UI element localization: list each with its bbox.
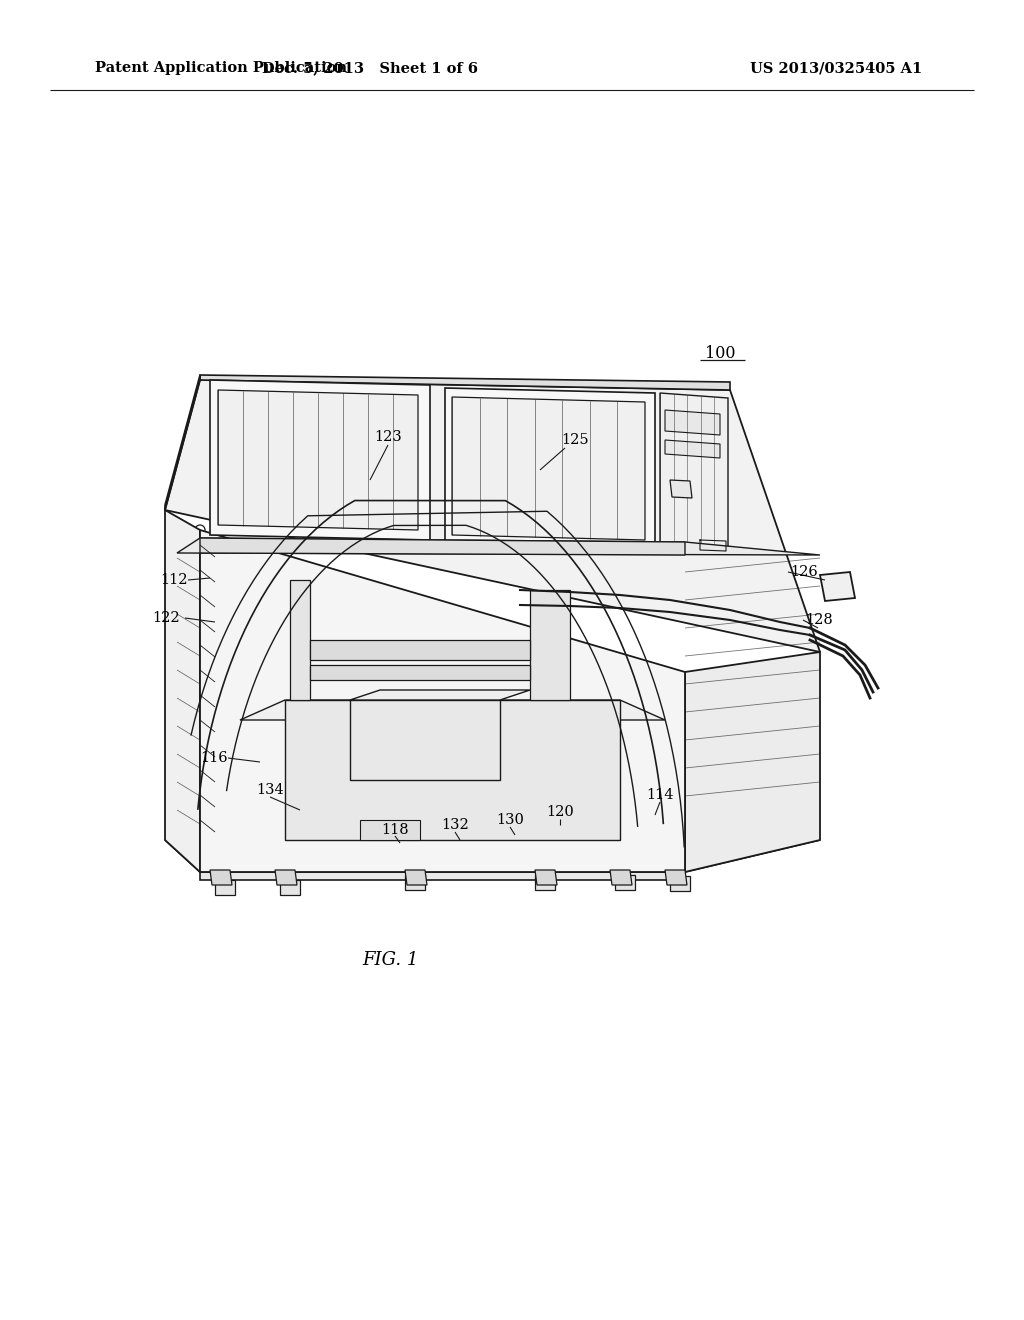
Polygon shape bbox=[210, 870, 232, 884]
Text: Dec. 5, 2013   Sheet 1 of 6: Dec. 5, 2013 Sheet 1 of 6 bbox=[262, 61, 478, 75]
Polygon shape bbox=[310, 640, 530, 660]
Polygon shape bbox=[530, 590, 570, 700]
Polygon shape bbox=[165, 375, 200, 510]
Polygon shape bbox=[200, 375, 730, 389]
Polygon shape bbox=[360, 820, 420, 840]
Text: 122: 122 bbox=[153, 611, 180, 624]
Polygon shape bbox=[165, 840, 820, 873]
Polygon shape bbox=[200, 531, 685, 873]
Text: 134: 134 bbox=[256, 783, 284, 797]
Text: 112: 112 bbox=[161, 573, 188, 587]
Text: 126: 126 bbox=[790, 565, 818, 579]
Text: 128: 128 bbox=[805, 612, 833, 627]
Text: 125: 125 bbox=[561, 433, 589, 447]
Polygon shape bbox=[665, 411, 720, 436]
Text: 118: 118 bbox=[381, 822, 409, 837]
Text: FIG. 1: FIG. 1 bbox=[361, 950, 418, 969]
Text: US 2013/0325405 A1: US 2013/0325405 A1 bbox=[750, 61, 923, 75]
Text: 100: 100 bbox=[705, 346, 735, 363]
Polygon shape bbox=[535, 875, 555, 890]
Text: 123: 123 bbox=[374, 430, 401, 444]
Polygon shape bbox=[290, 579, 310, 700]
Polygon shape bbox=[165, 380, 820, 652]
Polygon shape bbox=[177, 539, 820, 554]
Polygon shape bbox=[670, 480, 692, 498]
Polygon shape bbox=[310, 665, 530, 680]
Polygon shape bbox=[445, 388, 655, 548]
Text: 116: 116 bbox=[201, 751, 228, 766]
Polygon shape bbox=[820, 572, 855, 601]
Polygon shape bbox=[665, 870, 687, 884]
Polygon shape bbox=[350, 700, 500, 780]
Polygon shape bbox=[165, 510, 200, 873]
Text: 114: 114 bbox=[646, 788, 674, 803]
Polygon shape bbox=[280, 880, 300, 895]
Polygon shape bbox=[406, 870, 427, 884]
Polygon shape bbox=[452, 397, 645, 540]
Polygon shape bbox=[685, 652, 820, 873]
Text: 130: 130 bbox=[496, 813, 524, 828]
Polygon shape bbox=[275, 870, 297, 884]
Text: 132: 132 bbox=[441, 818, 469, 832]
Text: Patent Application Publication: Patent Application Publication bbox=[95, 61, 347, 75]
Polygon shape bbox=[218, 389, 418, 531]
Polygon shape bbox=[285, 700, 620, 840]
Polygon shape bbox=[610, 870, 632, 884]
Polygon shape bbox=[200, 873, 685, 880]
Polygon shape bbox=[215, 880, 234, 895]
Polygon shape bbox=[210, 380, 430, 540]
Polygon shape bbox=[350, 690, 530, 700]
Polygon shape bbox=[240, 700, 665, 719]
Polygon shape bbox=[665, 440, 720, 458]
Polygon shape bbox=[406, 875, 425, 890]
Text: 120: 120 bbox=[546, 805, 573, 818]
Polygon shape bbox=[670, 876, 690, 891]
Polygon shape bbox=[660, 393, 728, 552]
Polygon shape bbox=[615, 875, 635, 890]
Polygon shape bbox=[200, 539, 685, 554]
Polygon shape bbox=[535, 870, 557, 884]
